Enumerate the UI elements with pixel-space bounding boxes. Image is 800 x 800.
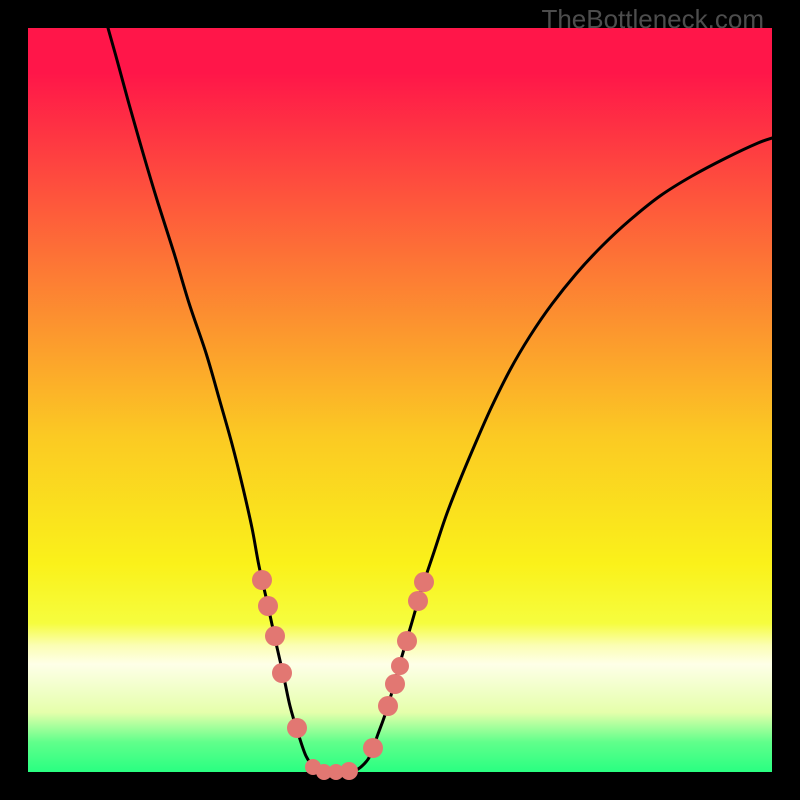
data-marker (265, 626, 285, 646)
watermark-text: TheBottleneck.com (541, 4, 764, 35)
data-marker (363, 738, 383, 758)
data-marker (385, 674, 405, 694)
data-marker (287, 718, 307, 738)
chart-frame: TheBottleneck.com (0, 0, 800, 800)
data-marker (258, 596, 278, 616)
data-marker (252, 570, 272, 590)
data-marker (272, 663, 292, 683)
data-marker (408, 591, 428, 611)
data-marker (414, 572, 434, 592)
plot-area (28, 28, 772, 772)
data-marker (391, 657, 409, 675)
data-marker (378, 696, 398, 716)
data-marker (340, 762, 358, 780)
data-marker (397, 631, 417, 651)
